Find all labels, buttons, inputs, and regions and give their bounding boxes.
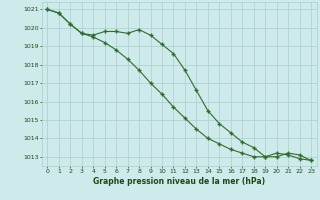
X-axis label: Graphe pression niveau de la mer (hPa): Graphe pression niveau de la mer (hPa) [93,177,265,186]
